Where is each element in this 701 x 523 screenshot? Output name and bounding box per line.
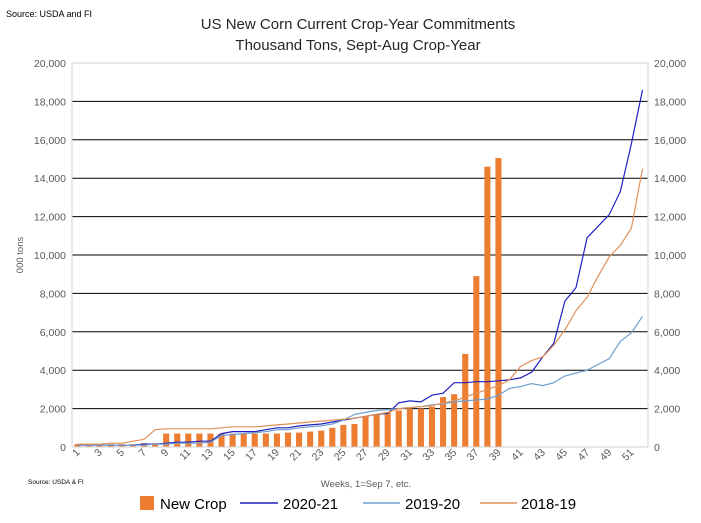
bar — [307, 431, 314, 447]
bar — [196, 433, 203, 447]
source-note-bottom: Source: USDA & FI — [28, 479, 84, 486]
bar — [262, 433, 269, 447]
y-tick-label: 12,000 — [34, 212, 66, 224]
bar — [152, 443, 159, 447]
bar — [384, 412, 391, 447]
bar — [207, 433, 214, 447]
series-line-2018-19 — [77, 168, 644, 445]
bar — [229, 433, 236, 447]
bar — [340, 424, 347, 447]
bar — [373, 414, 380, 447]
bar — [362, 416, 369, 447]
y2-tick-label: 18,000 — [654, 96, 686, 108]
bar — [351, 423, 358, 447]
bar — [417, 408, 424, 447]
y2-tick-label: 4,000 — [654, 365, 680, 377]
bar — [251, 433, 258, 447]
y-tick-label: 2,000 — [40, 404, 66, 416]
series-lines — [77, 89, 644, 446]
y-tick-label: 6,000 — [40, 327, 66, 339]
bar — [185, 433, 192, 447]
bar — [218, 433, 225, 447]
bar — [406, 408, 413, 447]
bar — [440, 397, 447, 447]
bar — [296, 432, 303, 447]
bar — [495, 158, 502, 448]
bar — [284, 432, 292, 447]
bar — [451, 394, 458, 447]
bar — [329, 427, 336, 447]
y2-tick-label: 10,000 — [654, 250, 686, 262]
legend-swatch-new-crop — [140, 496, 154, 510]
y-axis-tick-labels: 0 2,000 4,000 6,000 8,000 10,000 12,000 14,000 1… — [34, 58, 66, 454]
y2-tick-label: 6,000 — [654, 327, 680, 339]
y2-tick-label: 8,000 — [654, 288, 680, 300]
bar — [428, 406, 436, 447]
y-tick-label: 20,000 — [34, 58, 66, 70]
y2-tick-label: 14,000 — [654, 173, 686, 185]
y-tick-label: 10,000 — [34, 250, 66, 262]
legend-label-2018-19: 2018-19 — [521, 496, 576, 513]
y-tick-label: 14,000 — [34, 173, 66, 185]
y2-tick-label: 16,000 — [654, 135, 686, 147]
secondary-y-axis-tick-labels: 0 2,000 4,000 6,000 8,000 10,000 12,000 14,000 1… — [654, 58, 686, 454]
bar — [240, 433, 247, 447]
y-tick-label: 8,000 — [40, 288, 66, 300]
bar — [318, 430, 325, 447]
legend-label-new-crop: New Crop — [160, 496, 227, 513]
y2-tick-label: 20,000 — [654, 58, 686, 70]
series-line-2019-20 — [77, 316, 643, 446]
y2-tick-label: 0 — [654, 442, 660, 454]
y-tick-label: 16,000 — [34, 135, 66, 147]
bar — [484, 166, 491, 447]
bar — [395, 410, 402, 447]
legend-label-2019-20: 2019-20 — [405, 496, 460, 513]
bar — [174, 433, 181, 447]
y-tick-label: 18,000 — [34, 96, 66, 108]
y2-tick-label: 2,000 — [654, 404, 680, 416]
bar — [163, 433, 170, 447]
legend: New Crop 2020-21 2019-20 2018-19 — [140, 496, 576, 513]
bar — [473, 276, 480, 447]
y-axis-label: 000 tons — [15, 237, 26, 274]
bar — [273, 433, 280, 447]
y-tick-label: 0 — [60, 442, 66, 454]
plot-frame — [71, 62, 649, 448]
legend-label-2020-21: 2020-21 — [283, 496, 338, 513]
y-tick-label: 4,000 — [40, 365, 66, 377]
x-axis-label: Weeks, 1=Sep 7, etc. — [321, 479, 411, 490]
chart-subtitle: Thousand Tons, Sept-Aug Crop-Year — [235, 37, 480, 54]
bars — [74, 158, 502, 448]
y2-tick-label: 12,000 — [654, 212, 686, 224]
chart-title: US New Corn Current Crop-Year Commitment… — [201, 16, 516, 33]
source-note-top: Source: USDA and FI — [6, 9, 92, 19]
